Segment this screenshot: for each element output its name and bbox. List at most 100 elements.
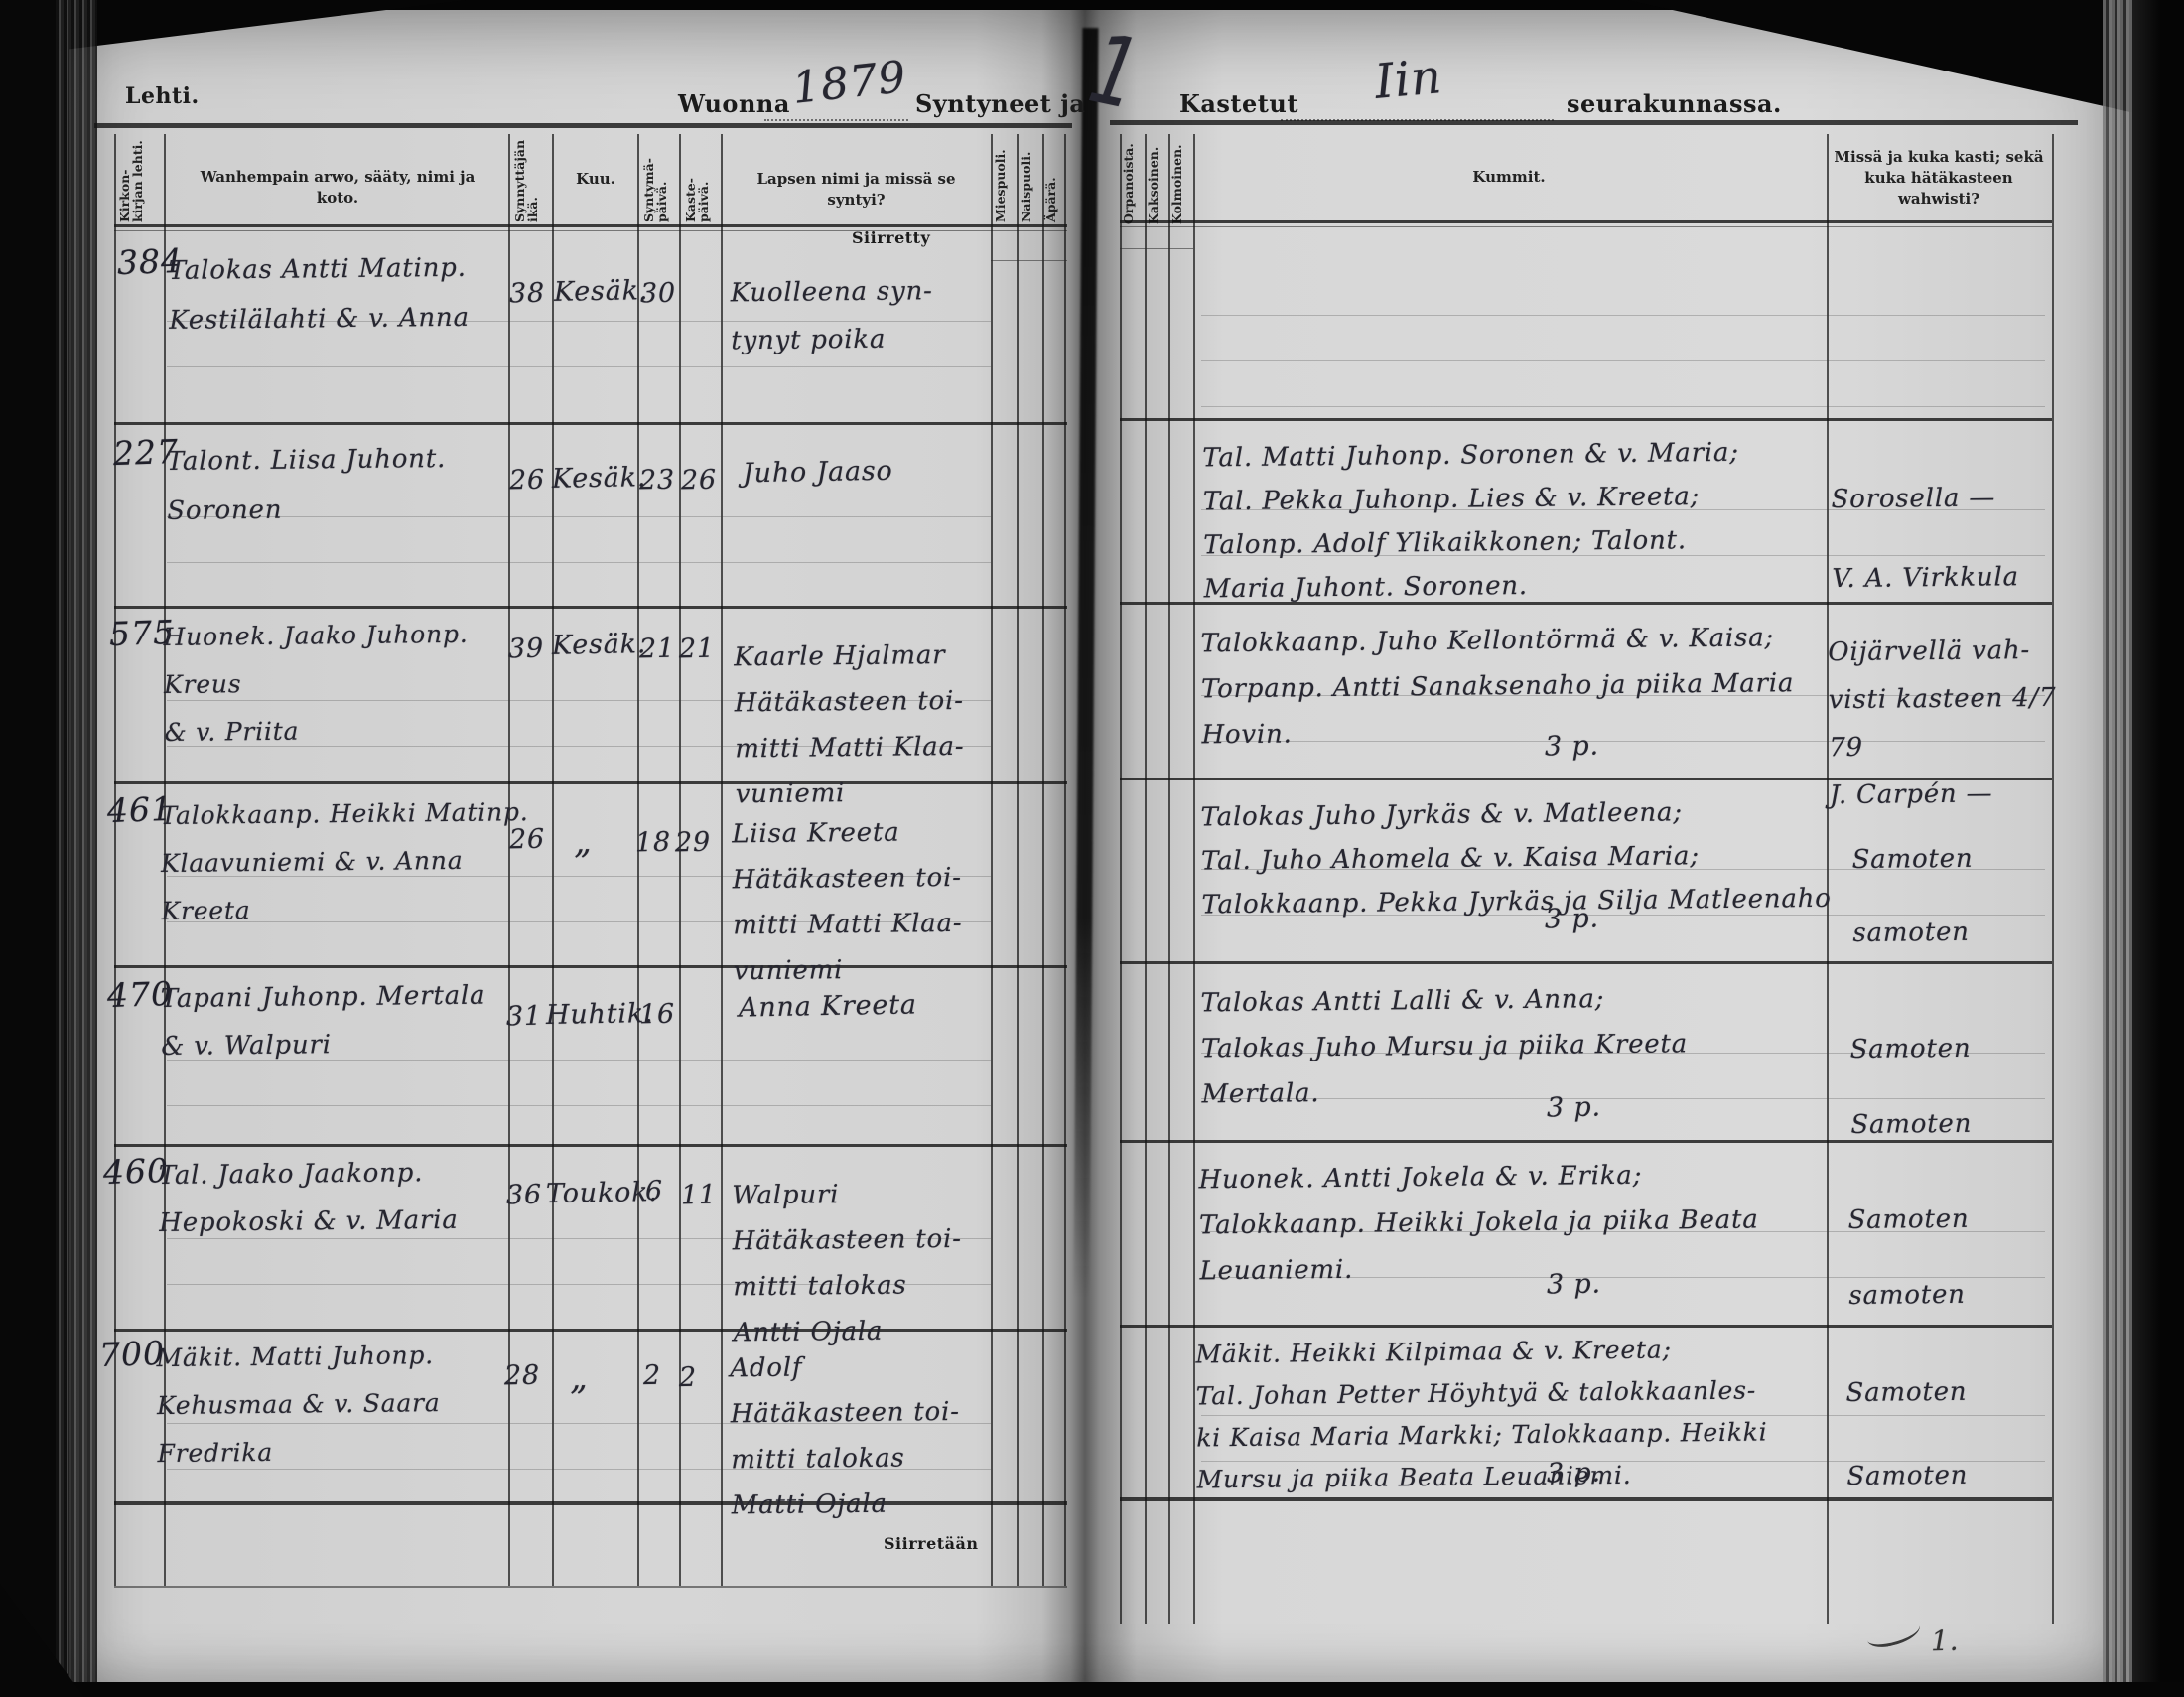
left-page-stack <box>56 0 97 1697</box>
col-birth-day: Syntymä-päivä. <box>641 158 669 222</box>
carried-over-label: Siirretty <box>852 228 931 247</box>
writing-ruling <box>167 831 991 955</box>
birth-day: 2 <box>642 1359 662 1392</box>
col-month: Kuu. <box>576 170 615 188</box>
col-baptism-day: Kaste-päivä. <box>683 178 711 222</box>
parents-entry: Tal. Jaako Jaakonp. Hepokoski & v. Maria <box>158 1158 459 1238</box>
table-rule <box>114 422 1067 425</box>
mother-age: 36 <box>505 1179 543 1211</box>
birth-day: 30 <box>639 277 677 310</box>
table-rule <box>1120 226 2052 227</box>
table-rule <box>1120 1325 2052 1328</box>
month-entry: Kesäk. <box>553 275 649 308</box>
attestation-entry: Samoten samoten <box>1851 843 1974 949</box>
writing-ruling <box>1201 824 2045 953</box>
table-rule <box>114 1586 1067 1588</box>
writing-ruling <box>1201 465 2045 594</box>
table-rule <box>1145 134 1147 1624</box>
writing-ruling <box>167 1015 991 1134</box>
corner-note-mark: 1. <box>1930 1624 1960 1658</box>
table-rule <box>1120 602 2052 605</box>
godparents-note: 3 p. <box>1546 1457 1602 1489</box>
attestation-entry: Sorosella — V. A. Virkkula <box>1831 483 2019 595</box>
col-mother-age: Synnyttäjän ikä. <box>512 139 540 222</box>
table-rule <box>1120 134 1122 1624</box>
birth-day: 6 <box>644 1175 664 1207</box>
col-male: Miespuoli. <box>993 149 1008 222</box>
table-rule <box>679 134 681 1586</box>
birth-day: 16 <box>638 998 676 1031</box>
col-illegitimate: Äpärä. <box>1043 177 1058 222</box>
writing-ruling <box>1201 1187 2045 1317</box>
month-entry: Toukok. <box>545 1177 658 1209</box>
table-rule <box>721 134 723 1586</box>
godparents-entry: Huonek. Antti Jokela & v. Erika; Talokka… <box>1198 1160 1759 1287</box>
writing-ruling <box>167 472 991 596</box>
table-rule <box>1120 961 2052 964</box>
godparents-entry: Talokkaanp. Juho Kellontörmä & v. Kaisa;… <box>1200 623 1795 751</box>
godparents-note: 3 p. <box>1546 1091 1602 1124</box>
table-rule <box>114 1329 1067 1332</box>
baptism-day: 29 <box>674 826 712 859</box>
writing-ruling <box>1201 1008 2045 1132</box>
baptism-day: 21 <box>678 633 716 665</box>
mother-age: 28 <box>503 1359 541 1392</box>
mother-age: 38 <box>508 277 546 310</box>
table-rule <box>1120 418 2052 421</box>
top-edge-black <box>0 0 2184 10</box>
mother-age: 26 <box>508 823 546 856</box>
table-rule <box>1042 134 1044 1586</box>
parents-entry: Talont. Liisa Juhont. Soronen <box>166 443 447 526</box>
table-rule <box>114 781 1067 784</box>
attestation-entry: Samoten Samoten <box>1845 1376 1969 1492</box>
parents-entry: Talokas Antti Matinp. Kestilälahti & v. … <box>168 252 470 336</box>
book-spread-paper <box>69 8 2129 1691</box>
table-rule <box>1120 1140 2052 1143</box>
col-female: Naispuoli. <box>1019 151 1033 222</box>
godparents-entry: Talokas Antti Lalli & v. Anna; Talokas J… <box>1200 984 1689 1110</box>
table-rule <box>991 260 1067 261</box>
table-rule <box>1120 1497 2052 1501</box>
year-label: Wuonna <box>678 89 790 118</box>
writing-ruling <box>167 655 991 772</box>
writing-ruling <box>167 1378 991 1491</box>
table-rule <box>94 123 1072 128</box>
col-church-book-page: Kirkon-kirjan lehti. <box>117 140 145 222</box>
parents-entry: Huonek. Jaako Juhonp. Kreus & v. Priita <box>163 619 469 748</box>
parents-entry: Tapani Juhonp. Mertala & v. Walpuri <box>160 980 486 1061</box>
right-page-stack <box>2103 0 2136 1697</box>
table-rule <box>1193 134 1195 1624</box>
child-entry: Anna Kreeta <box>738 989 918 1024</box>
col-triplet: Kolmoinen. <box>1169 144 1184 224</box>
carried-forward-label: Siirretään <box>884 1534 979 1553</box>
child-entry: Kuolleena syn- tynyt poika <box>730 276 933 356</box>
table-rule <box>1017 134 1019 1586</box>
child-entry: Adolf Hätäkasteen toi- mitti talokas Mat… <box>730 1352 960 1521</box>
table-rule <box>508 134 510 1586</box>
month-entry: „ <box>573 821 593 863</box>
writing-ruling <box>1201 1370 2045 1489</box>
page-label: Lehti. <box>125 83 200 109</box>
godparents-entry: Talokas Juho Jyrkäs & v. Matleena; Tal. … <box>1200 797 1832 920</box>
birth-day: 18 <box>634 826 672 859</box>
birth-day: 23 <box>638 464 676 496</box>
col-child-name: Lapsen nimi ja missä se syntyi? <box>756 170 956 209</box>
birth-day: 21 <box>638 633 676 665</box>
table-rule <box>1064 134 1066 1586</box>
bottom-edge-black <box>0 1682 2184 1697</box>
writing-ruling <box>167 276 991 412</box>
month-entry: Kesäk. <box>551 629 647 661</box>
table-rule <box>114 965 1067 968</box>
col-parents: Wanhempain arwo, sääty, nimi ja koto. <box>200 168 476 207</box>
month-entry: Kesäk. <box>551 462 647 495</box>
child-entry: Walpuri Hätäkasteen toi- mitti talokas A… <box>732 1180 962 1348</box>
table-rule <box>1120 778 2052 780</box>
table-rule <box>114 1144 1067 1147</box>
baptism-day: 11 <box>680 1179 718 1211</box>
month-entry: „ <box>569 1357 589 1399</box>
parish-value: Iin <box>1372 49 1444 110</box>
table-rule <box>1827 134 1829 1624</box>
table-rule <box>114 230 1067 231</box>
baptism-day: 2 <box>678 1361 698 1394</box>
